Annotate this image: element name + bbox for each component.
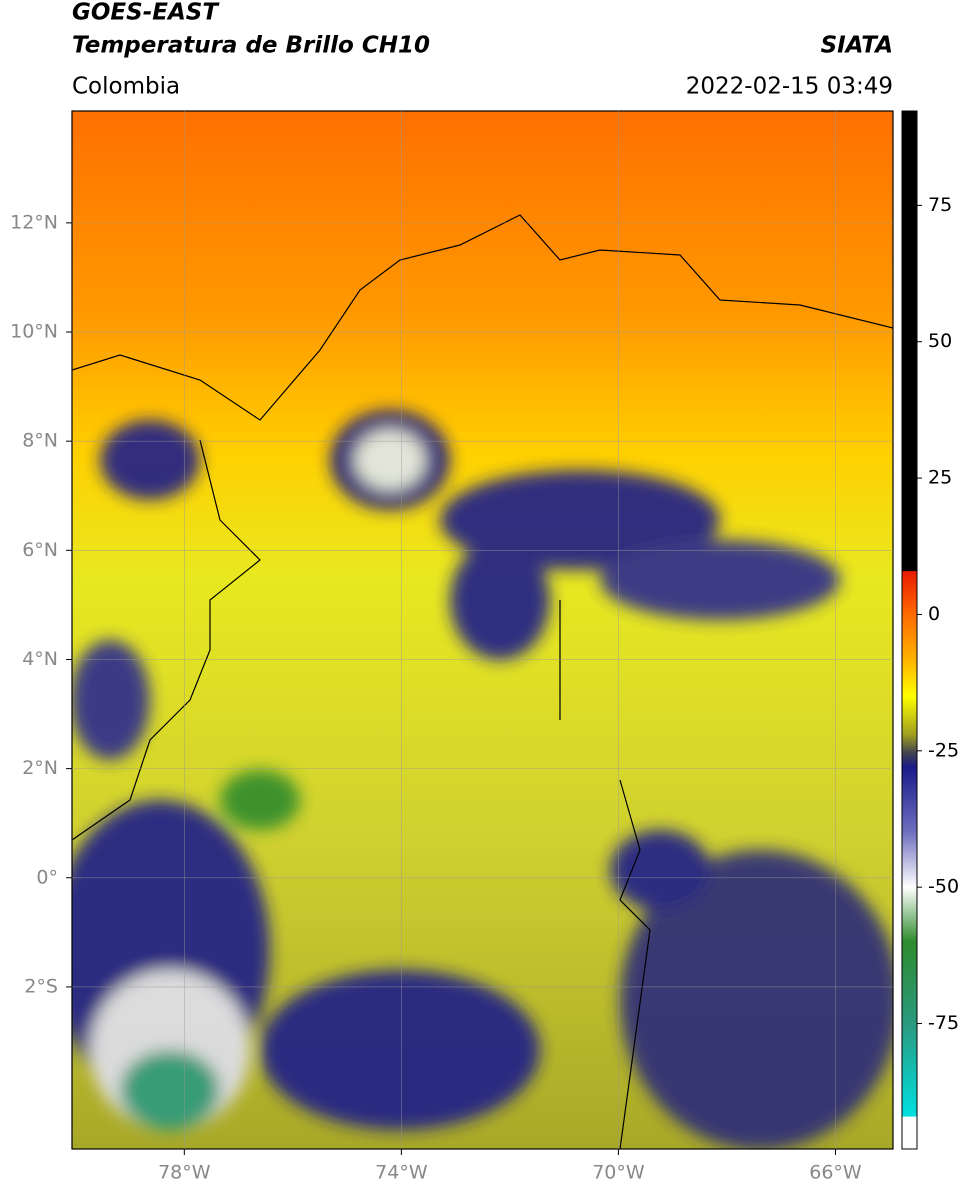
colorbar-tick-label: 25 [928, 467, 952, 489]
lon-tick-label: 70°W [592, 1162, 645, 1184]
lat-tick-label: 4°N [22, 648, 58, 670]
colorbar-tick-label: 0 [928, 603, 940, 625]
lat-tick-label: 8°N [22, 430, 58, 452]
colorbar-tick-label: -25 [928, 739, 959, 761]
region: Colombia [72, 74, 180, 100]
map-frame [71, 110, 894, 1150]
lat-tick-label: 6°N [22, 539, 58, 561]
satellite-title: GOES-EAST [72, 0, 220, 26]
colorbar-tick-label: -50 [928, 876, 959, 898]
colorbar-tick-label: 75 [928, 194, 952, 216]
coastline [72, 214, 893, 1149]
lat-tick-label: 10°N [10, 321, 58, 343]
lat-tick-label: 2°S [24, 975, 58, 997]
lon-tick-label: 78°W [158, 1162, 211, 1184]
lon-tick-label: 66°W [809, 1162, 862, 1184]
lon-tick-label: 74°W [375, 1162, 428, 1184]
product-title: Temperatura de Brillo CH10 [72, 33, 430, 59]
lat-tick-label: 2°N [22, 757, 58, 779]
colorbar-tick-label: 50 [928, 330, 952, 352]
datetime: 2022-02-15 03:49 [686, 74, 893, 100]
lat-tick-label: 12°N [10, 211, 58, 233]
satellite-image [72, 111, 893, 1149]
source: SIATA [821, 33, 893, 59]
colorbar-tick-label: -75 [928, 1012, 959, 1034]
lat-tick-label: 0° [36, 866, 58, 888]
colorbar [901, 110, 918, 1150]
